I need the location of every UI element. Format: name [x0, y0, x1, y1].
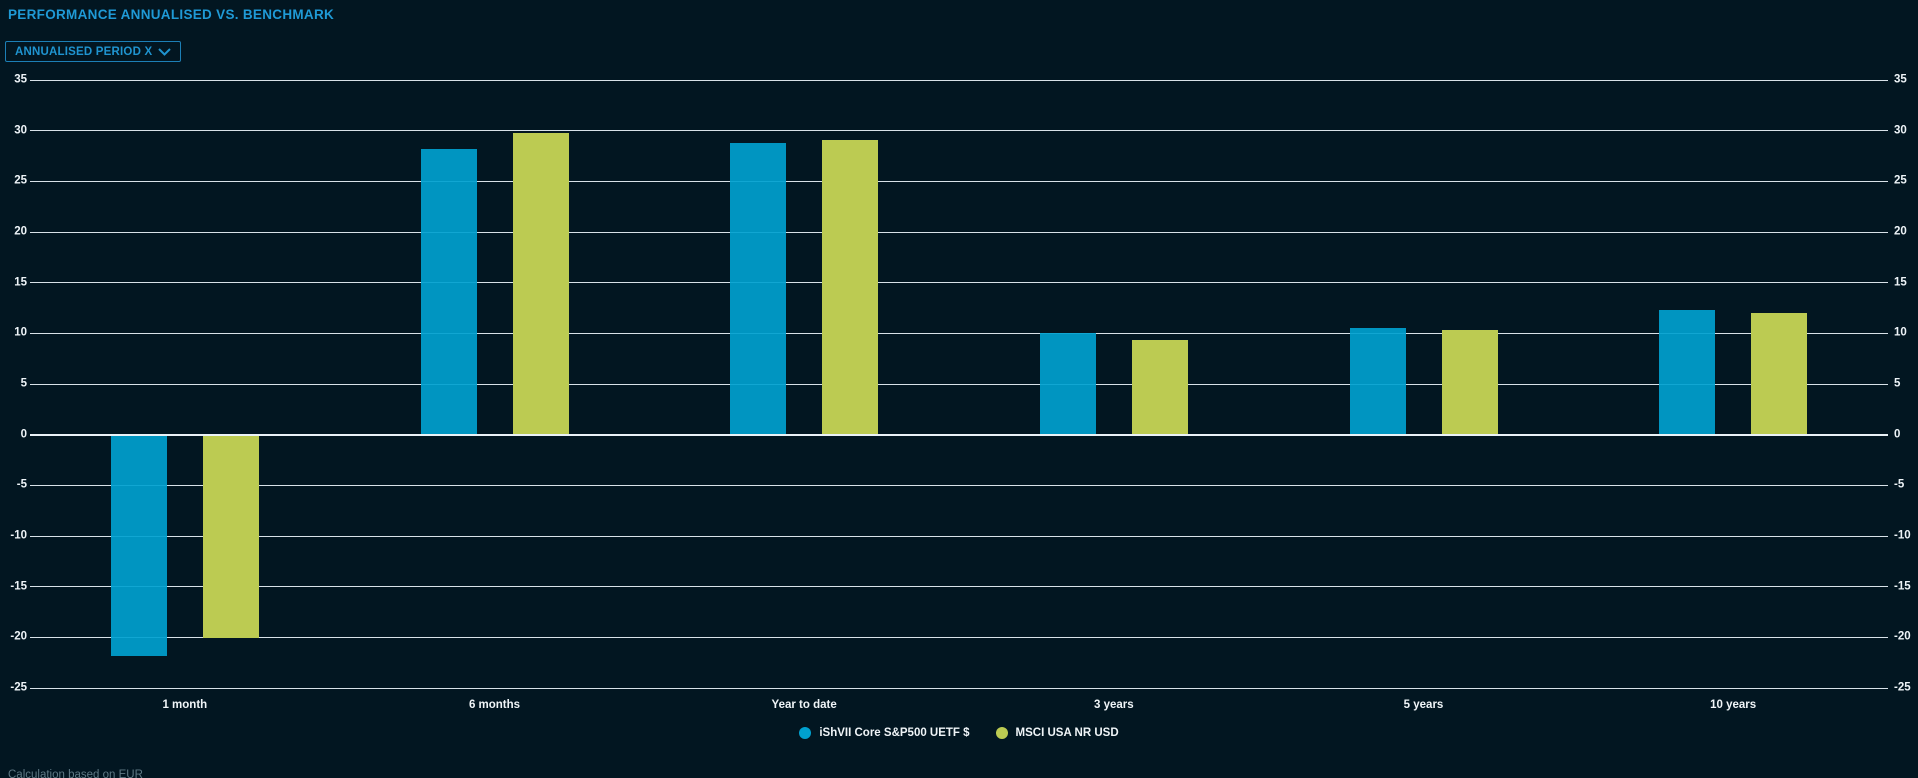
y-axis-tick-label-left: -5	[16, 478, 27, 491]
y-axis-tick-label-left: 30	[14, 123, 27, 136]
bar-benchmark-10-years[interactable]	[1751, 313, 1808, 435]
bar-benchmark-6-months[interactable]	[512, 132, 569, 435]
y-axis-tick-label-left: 25	[14, 174, 27, 187]
gridline	[30, 383, 1888, 385]
legend-item-fund[interactable]: iShVII Core S&P500 UETF $	[799, 727, 970, 739]
y-axis-tick-label-right: -10	[1894, 529, 1911, 542]
gridline	[30, 484, 1888, 486]
y-axis-tick-label-left: -15	[10, 579, 27, 592]
footnote: Calculation based on EUR	[8, 769, 143, 778]
y-axis-tick-label-left: 15	[14, 275, 27, 288]
y-axis-tick-label-left: -25	[10, 681, 27, 694]
gridline	[30, 180, 1888, 182]
y-axis-tick-label-right: 10	[1894, 326, 1907, 339]
y-axis-tick-label-right: -15	[1894, 579, 1911, 592]
x-axis-category-label: Year to date	[771, 699, 837, 711]
bar-fund-1-month[interactable]	[110, 434, 167, 656]
bar-fund-3-years[interactable]	[1039, 333, 1096, 435]
legend-marker-benchmark-icon	[995, 727, 1008, 739]
x-axis-category-label: 5 years	[1403, 699, 1444, 711]
legend-label-benchmark: MSCI USA NR USD	[1015, 727, 1119, 739]
y-axis-tick-label-left: 5	[20, 377, 27, 390]
gridline	[30, 535, 1888, 537]
y-axis-tick-label-right: 35	[1894, 73, 1907, 86]
y-axis-tick-label-right: -5	[1894, 478, 1905, 491]
bar-fund-6-months[interactable]	[420, 148, 477, 435]
x-axis-category-label: 1 month	[162, 699, 208, 711]
y-axis-tick-label-right: 0	[1894, 427, 1901, 440]
bar-benchmark-year-to-date[interactable]	[822, 139, 879, 435]
zero-baseline	[30, 433, 1888, 436]
y-axis-tick-label-right: 25	[1894, 174, 1907, 187]
bar-benchmark-5-years[interactable]	[1441, 330, 1498, 435]
gridline	[30, 130, 1888, 132]
chevron-down-icon	[158, 47, 172, 56]
bar-benchmark-3-years[interactable]	[1131, 340, 1188, 435]
y-axis-tick-label-left: 20	[14, 225, 27, 238]
x-axis-category-label: 3 years	[1094, 699, 1134, 711]
gridline	[30, 79, 1888, 81]
legend-marker-fund-icon	[799, 727, 812, 739]
bar-benchmark-1-month[interactable]	[202, 434, 259, 639]
gridline	[30, 636, 1888, 638]
annualised-period-button-label: ANNUALISED PERIOD X	[15, 45, 153, 58]
legend-item-benchmark[interactable]: MSCI USA NR USD	[995, 727, 1119, 739]
gridline	[30, 586, 1888, 588]
y-axis-tick-label-left: -10	[10, 529, 27, 542]
x-axis-category-label: 6 months	[468, 699, 521, 711]
y-axis-tick-label-left: 10	[14, 326, 27, 339]
bar-fund-year-to-date[interactable]	[730, 142, 787, 435]
y-axis-tick-label-right: 30	[1894, 123, 1907, 136]
panel-title: PERFORMANCE ANNUALISED VS. BENCHMARK	[8, 7, 335, 22]
y-axis-tick-label-right: 15	[1894, 275, 1907, 288]
y-axis-tick-label-right: 5	[1894, 377, 1901, 390]
legend-label-fund: iShVII Core S&P500 UETF $	[819, 727, 970, 739]
gridline	[30, 282, 1888, 284]
y-axis-tick-label-right: -25	[1894, 681, 1911, 694]
y-axis-tick-label-right: 20	[1894, 225, 1907, 238]
gridline	[30, 231, 1888, 233]
chart-legend: iShVII Core S&P500 UETF $ MSCI USA NR US…	[0, 727, 1918, 739]
y-axis-tick-label-left: 35	[14, 73, 27, 86]
x-axis-category-label: 10 years	[1710, 699, 1757, 711]
y-axis-tick-label-right: -20	[1894, 630, 1911, 643]
bar-fund-10-years[interactable]	[1659, 310, 1716, 435]
gridline	[30, 687, 1888, 689]
bar-fund-5-years[interactable]	[1349, 328, 1406, 435]
gridline	[30, 332, 1888, 334]
y-axis-tick-label-left: -20	[10, 630, 27, 643]
annualised-period-button[interactable]: ANNUALISED PERIOD X	[5, 41, 182, 62]
y-axis-tick-label-left: 0	[20, 427, 27, 440]
